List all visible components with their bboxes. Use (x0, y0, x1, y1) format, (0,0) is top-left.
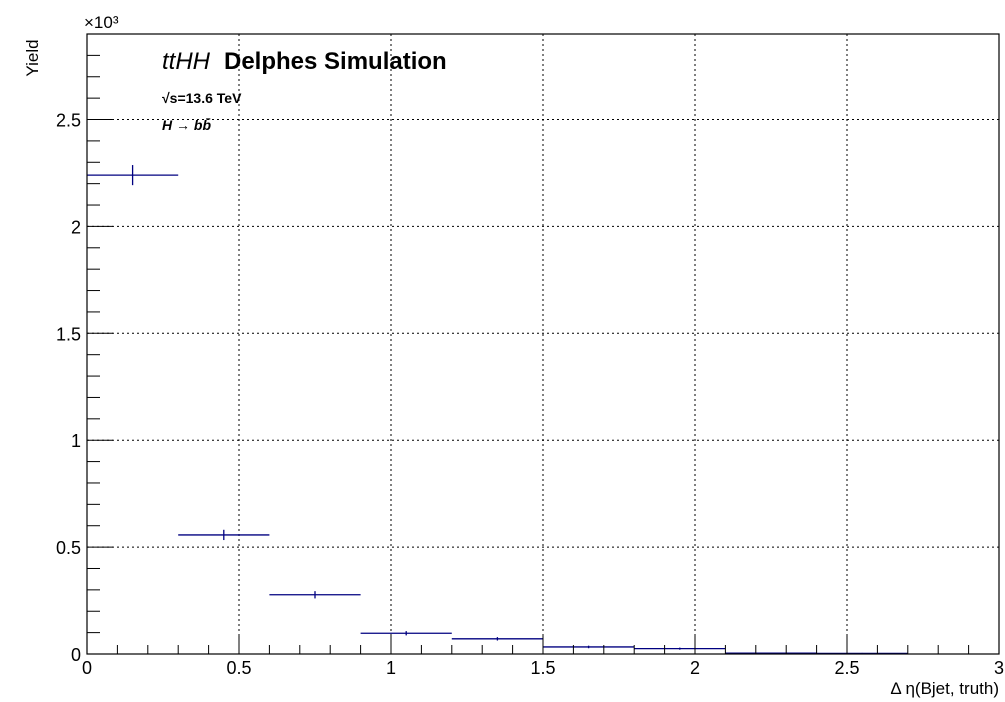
y-axis-title: Yield (23, 39, 42, 76)
y-tick-label: 0.5 (56, 538, 81, 558)
y-tick-label: 2 (71, 217, 81, 237)
grid-lines (87, 34, 999, 654)
y-tick-label: 1.5 (56, 324, 81, 344)
y-tick-label: 1 (71, 431, 81, 451)
y-exponent-label: ×10³ (84, 13, 119, 32)
x-axis-title: Δ η(Bjet, truth) (890, 679, 999, 698)
title-process: ttHH (162, 48, 211, 75)
data-series (87, 165, 908, 655)
y-tick-label: 2.5 (56, 111, 81, 131)
y-tick-label: 0 (71, 645, 81, 665)
x-tick-label: 2 (690, 658, 700, 678)
title-simulation: Delphes Simulation (224, 48, 447, 75)
axis-tick-labels: 0 0.5 1 1.5 2 2.5 3 0 0.5 1 1.5 2 2.5 (56, 111, 1004, 678)
energy-label: √s=13.6 TeV (162, 90, 242, 106)
x-tick-label: 0.5 (226, 658, 251, 678)
x-tick-label: 0 (82, 658, 92, 678)
x-tick-label: 2.5 (834, 658, 859, 678)
axis-ticks (86, 33, 1000, 655)
x-tick-label: 1.5 (530, 658, 555, 678)
x-tick-label: 3 (994, 658, 1004, 678)
decay-label: H → bb̄ (162, 116, 211, 133)
x-tick-label: 1 (386, 658, 396, 678)
